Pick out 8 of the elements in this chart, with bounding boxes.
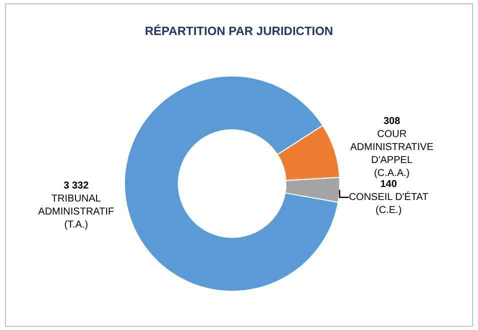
donut-slice bbox=[124, 76, 339, 292]
slice-label: CONSEIL D'ÉTAT (C.E.) bbox=[348, 190, 428, 216]
slice-label: COUR ADMINISTRATIVE D'APPEL (C.A.A.) bbox=[350, 128, 434, 179]
data-label: 308 bbox=[383, 116, 401, 127]
chart-title: RÉPARTITION PAR JURIDICTION bbox=[144, 24, 334, 38]
data-label: 140 bbox=[380, 178, 398, 190]
data-label: 3 332 bbox=[64, 180, 90, 192]
slice-label: TRIBUNAL ADMINISTRATIF (T.A.) bbox=[38, 194, 114, 231]
